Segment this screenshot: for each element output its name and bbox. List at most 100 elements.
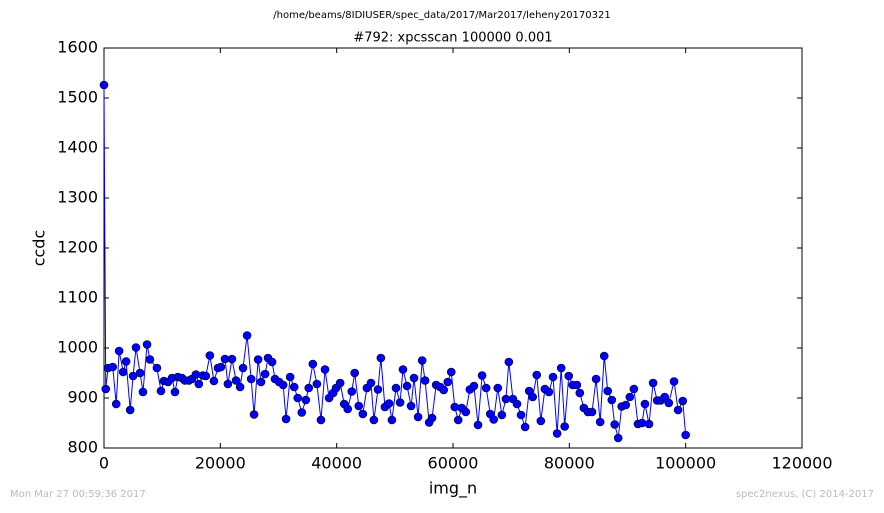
data-point: [489, 415, 499, 424]
data-point: [497, 410, 507, 420]
data-point: [603, 386, 613, 396]
data-point: [289, 382, 299, 392]
data-point: [285, 372, 295, 382]
data-point: [443, 377, 453, 387]
data-point: [595, 417, 605, 427]
data-point: [369, 415, 379, 425]
data-point: [121, 357, 131, 366]
data-point: [417, 356, 427, 365]
data-point: [560, 422, 569, 431]
data-point: [427, 413, 437, 423]
data-point: [473, 420, 483, 430]
data-point: [194, 379, 204, 389]
data-point: [552, 429, 562, 438]
data-point: [142, 340, 152, 349]
data-point: [235, 382, 245, 392]
y-tick-label: 900: [67, 388, 98, 407]
y-axis-label: ccdc: [30, 230, 49, 267]
data-point: [135, 368, 145, 378]
data-point: [575, 388, 585, 398]
data-point: [246, 374, 256, 384]
data-point: [343, 404, 353, 414]
data-point: [260, 369, 270, 379]
y-tick-label: 1500: [57, 88, 98, 107]
data-point: [409, 373, 419, 383]
y-tick-label: 1300: [57, 188, 98, 207]
data-point: [227, 354, 237, 364]
data-point: [242, 331, 252, 340]
data-point: [648, 378, 658, 388]
data-point: [413, 412, 423, 422]
data-point: [111, 399, 121, 409]
data-point: [354, 401, 364, 411]
data-point: [493, 383, 503, 393]
x-axis-label: img_n: [429, 479, 477, 499]
data-point: [297, 408, 307, 417]
data-point: [512, 399, 522, 409]
data-point: [516, 410, 526, 420]
data-point: [610, 420, 620, 429]
data-point: [520, 422, 530, 432]
data-point: [366, 378, 376, 388]
data-point: [477, 371, 487, 380]
x-tick-label: 60000: [428, 454, 479, 473]
data-point: [152, 363, 162, 373]
data-point: [453, 415, 463, 425]
data-point: [156, 386, 166, 396]
data-point: [350, 368, 359, 378]
data-point: [101, 384, 111, 394]
data-point: [256, 377, 266, 387]
data-point: [644, 419, 654, 429]
data-point: [308, 359, 318, 369]
data-point: [621, 400, 631, 410]
y-tick-label: 1200: [57, 238, 98, 257]
data-point: [599, 351, 609, 361]
data-point: [625, 392, 635, 402]
data-point: [238, 363, 248, 373]
data-point: [461, 407, 471, 417]
data-point: [528, 392, 537, 402]
data-point: [358, 409, 368, 419]
data-point: [544, 387, 554, 397]
x-tick-label: 80000: [544, 454, 595, 473]
data-point: [320, 365, 330, 374]
data-point: [660, 392, 670, 402]
data-point: [138, 387, 148, 397]
data-point: [316, 415, 326, 425]
data-point: [278, 380, 288, 390]
data-point: [312, 379, 322, 389]
y-tick-label: 1100: [57, 288, 98, 307]
data-point: [504, 357, 514, 367]
data-point: [114, 346, 124, 356]
chart-title: #792: xpcsscan 100000 0.001: [353, 31, 552, 46]
data-point: [376, 353, 386, 363]
data-point: [373, 385, 383, 394]
data-point: [406, 401, 416, 411]
data-point: [572, 380, 582, 390]
data-point: [469, 381, 479, 391]
footer-right: spec2nexus, (C) 2014-2017: [736, 489, 874, 500]
data-point: [223, 379, 233, 389]
y-tick-label: 1600: [57, 38, 98, 57]
data-point: [391, 383, 401, 393]
data-point: [402, 381, 412, 391]
data-point: [536, 416, 546, 426]
data-point: [678, 396, 688, 406]
data-point: [587, 407, 597, 417]
y-tick-label: 800: [67, 438, 98, 457]
data-point: [556, 363, 566, 373]
data-point: [387, 415, 397, 425]
data-point: [108, 362, 118, 372]
data-point: [446, 367, 456, 377]
data-point: [564, 371, 574, 381]
y-tick-label: 1400: [57, 138, 98, 157]
data-point: [281, 414, 291, 424]
data-point: [629, 384, 639, 394]
data-point: [640, 399, 650, 409]
data-point: [398, 365, 408, 374]
data-point: [664, 398, 674, 408]
x-tick-label: 20000: [195, 454, 246, 473]
data-point: [304, 383, 314, 393]
data-point: [201, 371, 211, 381]
